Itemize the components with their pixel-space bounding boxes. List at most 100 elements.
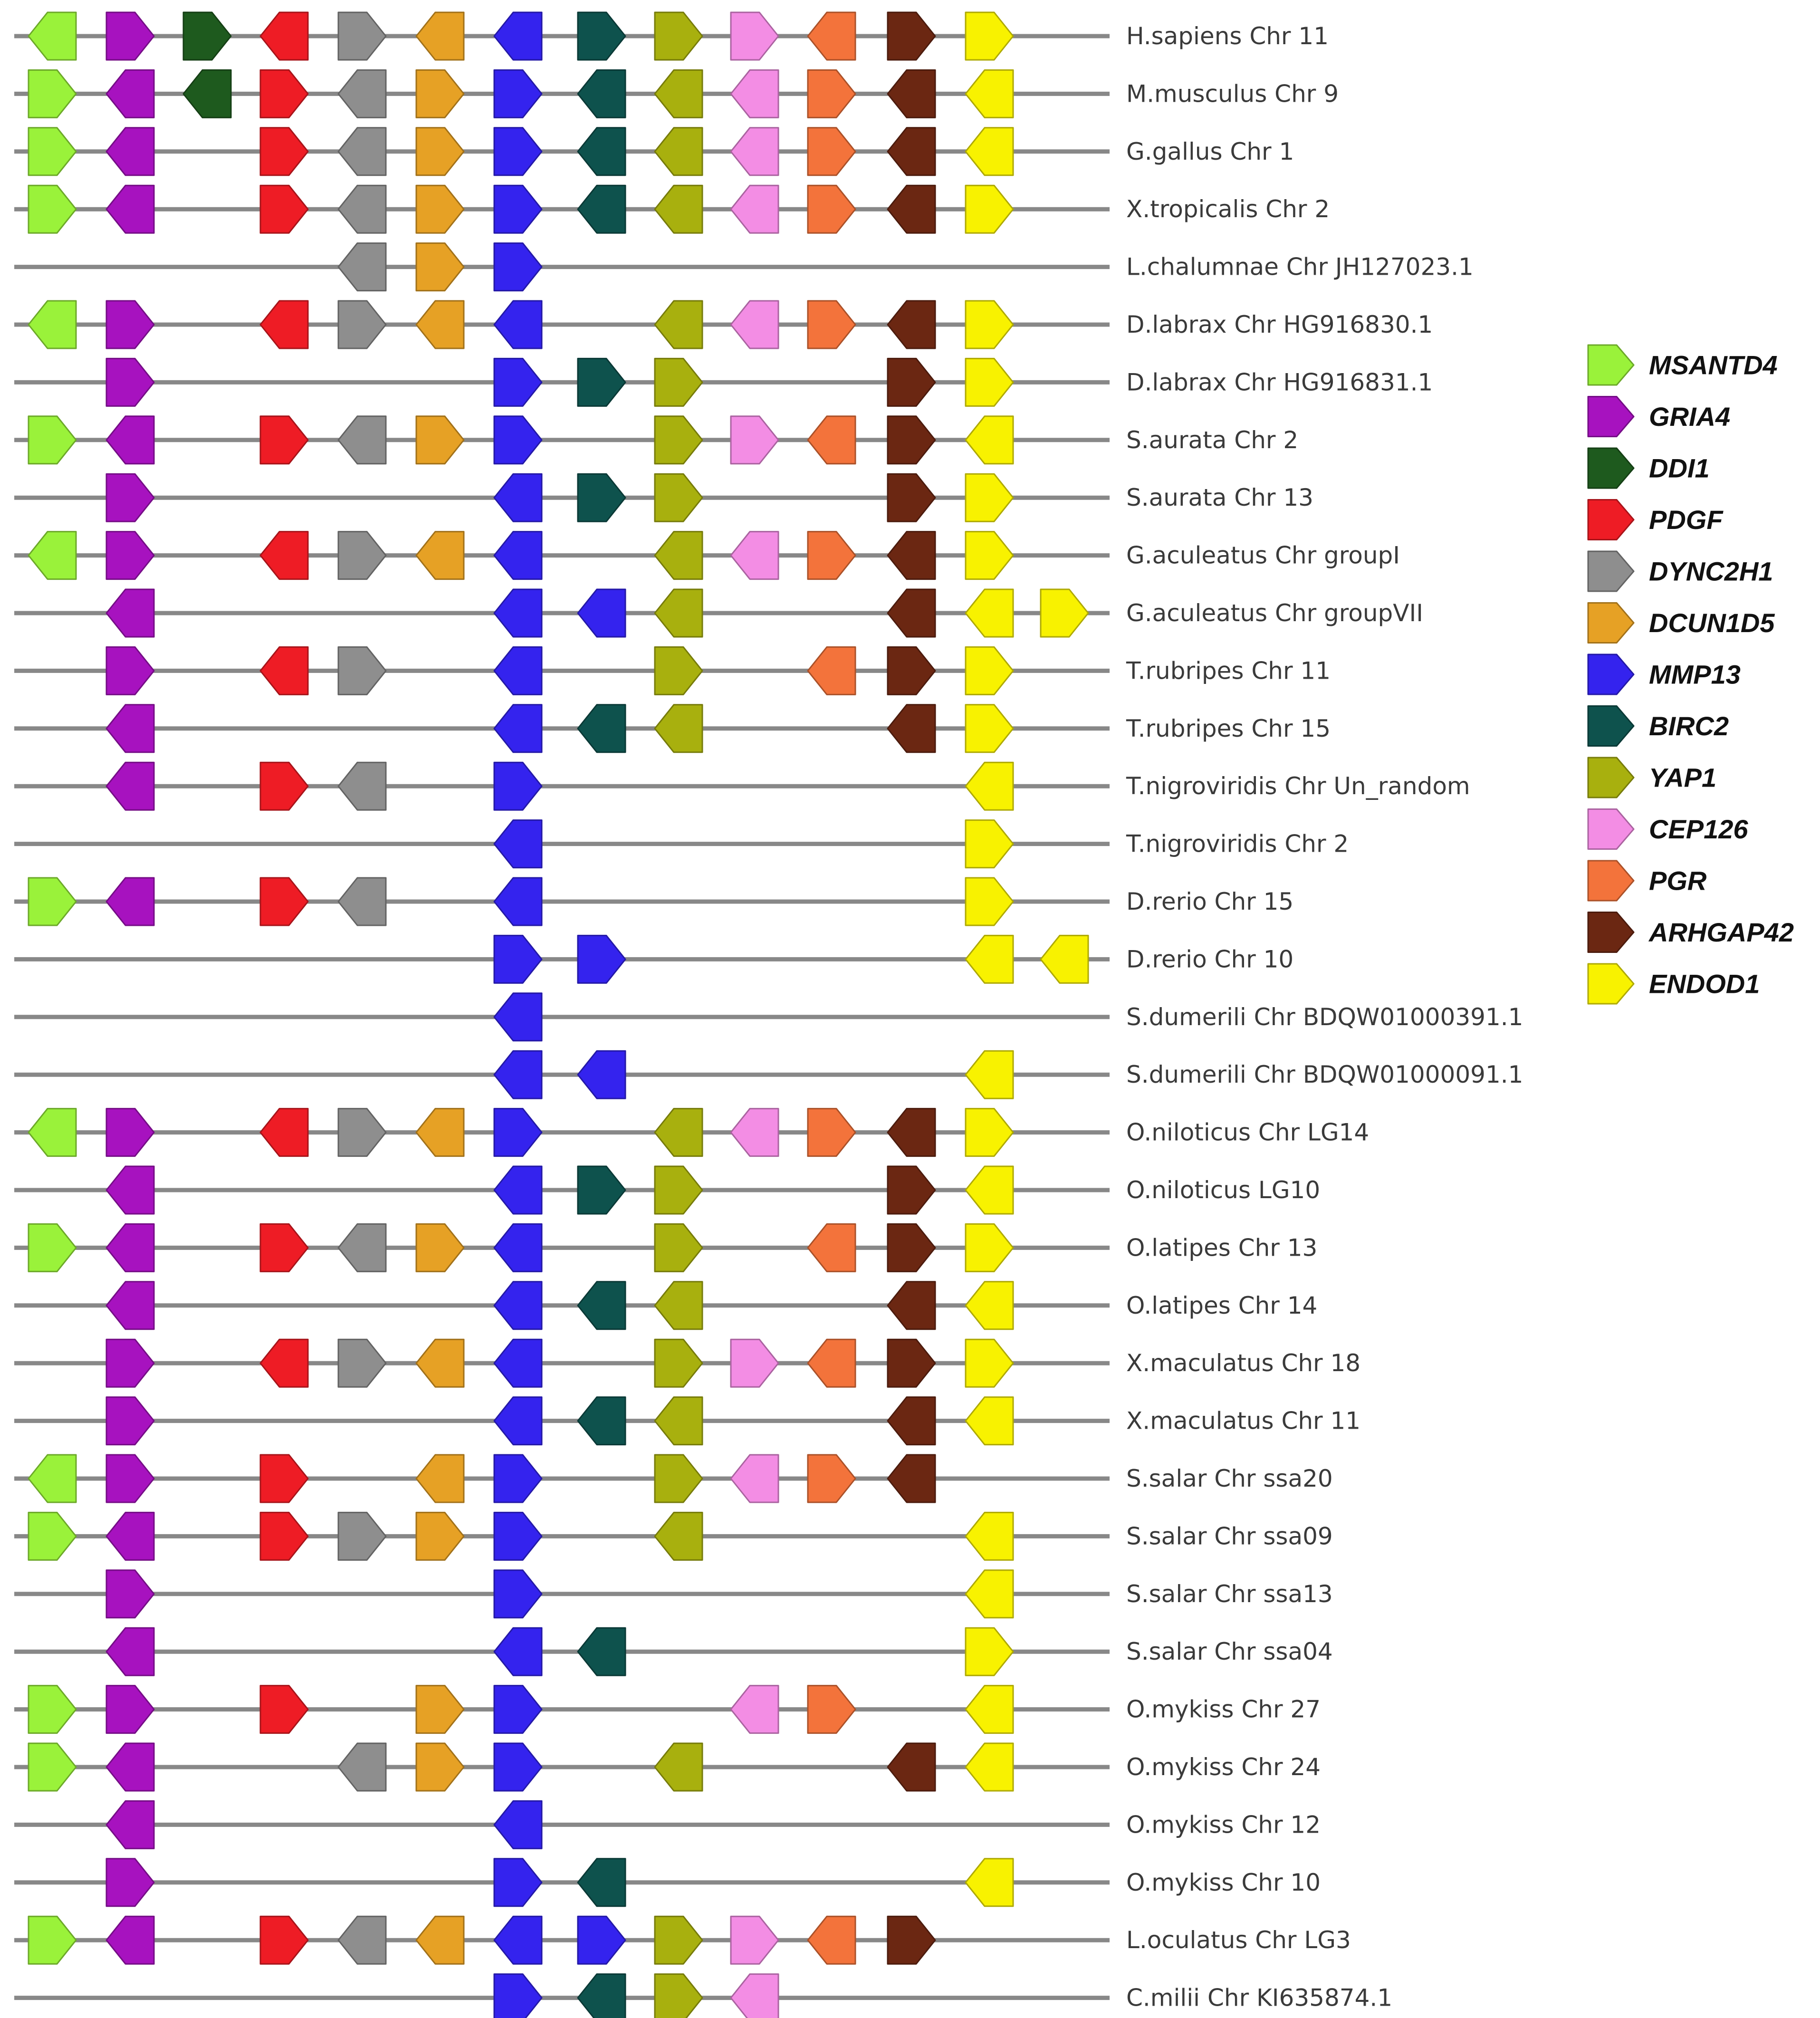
- gene-arrow-dync2h1: [337, 300, 387, 349]
- legend-swatch-msantd4: [1587, 344, 1635, 386]
- chromosome-label: T.rubripes Chr 15: [1126, 715, 1331, 742]
- gene-arrow-dync2h1: [337, 1511, 387, 1561]
- gene-arrow-birc2: [577, 473, 626, 522]
- gene-arrow-mmp13: [493, 1569, 543, 1619]
- legend-swatch-endod1: [1587, 963, 1635, 1005]
- gene-arrow-yap1: [654, 1223, 703, 1272]
- gene-arrow-endod1: [965, 588, 1014, 638]
- gene-arrow-endod1: [965, 1742, 1014, 1792]
- gene-arrow-birc2: [577, 1627, 626, 1676]
- gene-arrow-mmp13: [493, 357, 543, 407]
- gene-arrow-yap1: [654, 473, 703, 522]
- chromosome-label: S.dumerili Chr BDQW01000391.1: [1126, 1003, 1523, 1031]
- gene-arrow-gria4: [105, 646, 155, 695]
- legend-swatch-gria4: [1587, 396, 1635, 437]
- gene-arrow-pdgf: [259, 127, 309, 176]
- gene-arrow-mmp13: [493, 761, 543, 811]
- gene-arrow-arhgap42: [887, 1223, 936, 1272]
- gene-arrow-yap1: [654, 1511, 703, 1561]
- gene-arrow-gria4: [105, 1742, 155, 1792]
- gene-arrow-msantd4: [28, 1511, 77, 1561]
- chromosome-label: O.latipes Chr 14: [1126, 1292, 1317, 1319]
- chromosome-row: O.mykiss Chr 12: [14, 1800, 1321, 1849]
- chromosome-label: S.aurata Chr 13: [1126, 484, 1313, 511]
- gene-arrow-pgr: [807, 1685, 856, 1734]
- legend-label: PDGF: [1649, 505, 1724, 535]
- chromosome-row: S.aurata Chr 2: [14, 415, 1298, 465]
- gene-arrow-arhgap42: [887, 1338, 936, 1388]
- chromosome-row: T.rubripes Chr 11: [14, 646, 1331, 695]
- chromosome-label: S.salar Chr ssa13: [1126, 1580, 1333, 1608]
- gene-arrow-gria4: [105, 1223, 155, 1272]
- gene-arrow-endod1: [965, 1569, 1014, 1619]
- gene-arrow-yap1: [654, 1108, 703, 1157]
- gene-arrow-mmp13: [493, 11, 543, 61]
- gene-arrow-mmp13: [493, 473, 543, 522]
- chromosome-row: O.mykiss Chr 10: [14, 1858, 1321, 1907]
- gene-arrow-cep126: [730, 1338, 779, 1388]
- gene-arrow-pgr: [807, 69, 856, 118]
- chromosome-row: M.musculus Chr 9: [14, 69, 1339, 118]
- gene-arrow-gria4: [105, 184, 155, 234]
- gene-arrow-gria4: [105, 357, 155, 407]
- legend-swatch-ddi1: [1587, 447, 1635, 489]
- gene-arrow-endod1: [965, 1685, 1014, 1734]
- chromosome-row: D.rerio Chr 10: [14, 934, 1293, 984]
- gene-arrow-dcun1d5: [415, 11, 465, 61]
- gene-arrow-mmp13: [493, 1454, 543, 1503]
- gene-arrow-dync2h1: [337, 1108, 387, 1157]
- gene-arrow-pdgf: [259, 877, 309, 926]
- gene-arrow-cep126: [730, 531, 779, 580]
- gene-arrow-endod1: [965, 1627, 1014, 1676]
- chromosome-row: D.rerio Chr 15: [14, 877, 1293, 926]
- gene-arrow-arhgap42: [887, 300, 936, 349]
- chromosome-label: S.dumerili Chr BDQW01000091.1: [1126, 1061, 1523, 1088]
- legend-swatch-dync2h1: [1587, 550, 1635, 592]
- gene-arrow-yap1: [654, 1338, 703, 1388]
- gene-arrow-endod1: [965, 127, 1014, 176]
- chromosome-label: L.oculatus Chr LG3: [1126, 1926, 1351, 1954]
- chromosome-label: O.mykiss Chr 10: [1126, 1869, 1321, 1896]
- gene-arrow-gria4: [105, 1454, 155, 1503]
- gene-arrow-gria4: [105, 588, 155, 638]
- gene-arrow-mmp13: [493, 1627, 543, 1676]
- gene-arrow-pgr: [807, 11, 856, 61]
- gene-arrow-msantd4: [28, 1915, 77, 1965]
- chromosome-label: T.nigroviridis Chr Un_random: [1126, 772, 1470, 800]
- legend-item: MSANTD4: [1587, 344, 1778, 386]
- chromosome-row: G.gallus Chr 1: [14, 127, 1294, 176]
- legend-item: ARHGAP42: [1587, 912, 1794, 953]
- legend-swatch-pdgf: [1587, 499, 1635, 540]
- chromosome-row: X.tropicalis Chr 2: [14, 184, 1330, 234]
- gene-arrow-arhgap42: [887, 415, 936, 465]
- gene-arrow-birc2: [577, 1973, 626, 2018]
- legend-item: CEP126: [1587, 808, 1748, 850]
- gene-arrow-dync2h1: [337, 127, 387, 176]
- gene-arrow-yap1: [654, 588, 703, 638]
- gene-arrow-endod1: [1040, 588, 1089, 638]
- gene-arrow-yap1: [654, 1742, 703, 1792]
- gene-arrow-birc2: [577, 1165, 626, 1215]
- gene-arrow-mmp13: [577, 588, 626, 638]
- gene-arrow-cep126: [730, 1454, 779, 1503]
- gene-arrow-gria4: [105, 1915, 155, 1965]
- gene-arrow-pdgf: [259, 1511, 309, 1561]
- legend-label: YAP1: [1649, 763, 1716, 793]
- chromosome-label: X.tropicalis Chr 2: [1126, 195, 1330, 223]
- legend-label: MMP13: [1649, 660, 1741, 690]
- gene-arrow-pgr: [807, 646, 856, 695]
- legend-swatch-cep126: [1587, 808, 1635, 850]
- gene-arrow-dcun1d5: [415, 1511, 465, 1561]
- gene-arrow-endod1: [965, 1165, 1014, 1215]
- gene-arrow-dcun1d5: [415, 184, 465, 234]
- gene-arrow-yap1: [654, 127, 703, 176]
- legend-item: ENDOD1: [1587, 963, 1760, 1005]
- chromosome-label: X.maculatus Chr 11: [1126, 1407, 1360, 1435]
- gene-arrow-cep126: [730, 184, 779, 234]
- gene-arrow-birc2: [577, 704, 626, 753]
- legend-label: DYNC2H1: [1649, 557, 1773, 586]
- gene-arrow-birc2: [577, 11, 626, 61]
- gene-arrow-mmp13: [493, 415, 543, 465]
- gene-arrow-arhgap42: [887, 1165, 936, 1215]
- gene-arrow-pdgf: [259, 761, 309, 811]
